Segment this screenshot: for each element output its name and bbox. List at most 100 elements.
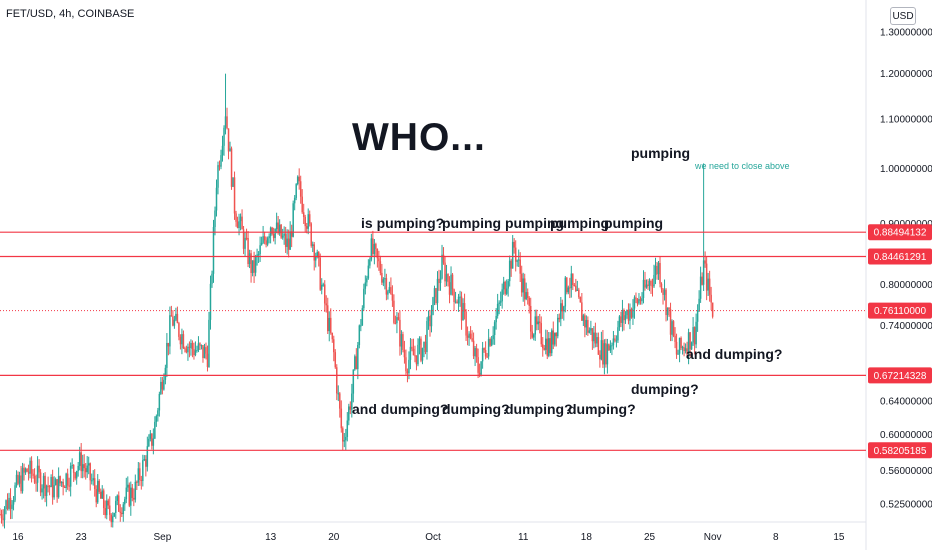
y-tick-label: 0.64000000 [880, 396, 932, 407]
x-tick-label: 11 [518, 532, 529, 543]
candle-body [209, 283, 212, 320]
candle-body [253, 260, 255, 273]
candle-body [336, 367, 338, 394]
candle-body [188, 346, 191, 348]
candle-body [385, 278, 388, 295]
candle-body [435, 288, 437, 304]
candle-body [576, 289, 579, 291]
candle-body [587, 319, 589, 333]
candle-body [66, 473, 69, 486]
annotation-text: pumping [631, 145, 691, 161]
candle-body [328, 317, 331, 332]
candle-body [340, 408, 343, 429]
candle-body [686, 348, 688, 355]
candle-body [499, 301, 502, 303]
candle-body [675, 341, 678, 355]
candle-body [384, 278, 386, 280]
candle-body [379, 261, 382, 273]
candle-body [552, 330, 555, 345]
candle-body [390, 287, 392, 294]
candle-body [286, 238, 288, 247]
candle-body [239, 216, 242, 222]
candle-body [301, 196, 303, 213]
candle-body [510, 260, 512, 269]
candle-body [579, 297, 582, 303]
candle-body [388, 287, 391, 292]
candle-body [436, 278, 439, 304]
candle-body [522, 278, 524, 293]
candle-body [674, 335, 676, 342]
candle-body [191, 343, 194, 350]
candle-body [223, 127, 225, 146]
candle-body [618, 316, 621, 328]
candle-body [656, 265, 658, 275]
candle-body [468, 333, 470, 338]
candle-body [95, 489, 97, 503]
candle-body [190, 343, 192, 348]
candle-body [348, 406, 350, 421]
candle-body [142, 460, 144, 481]
candle-body [537, 321, 539, 325]
candle-body [65, 473, 67, 488]
candle-body [102, 490, 105, 509]
candle-body [152, 438, 155, 446]
x-tick-label: Nov [704, 532, 722, 543]
candle-body [233, 177, 236, 214]
candle-body [534, 316, 536, 335]
candle-body [161, 381, 164, 390]
candle-body [445, 274, 448, 282]
x-tick-label: Oct [425, 532, 441, 543]
candle-body [609, 345, 612, 351]
candle-body [131, 487, 134, 498]
candle-body [24, 468, 27, 473]
candle-body [382, 279, 385, 283]
candle-body [71, 464, 73, 466]
candle-body [555, 332, 558, 337]
candle-body [624, 315, 627, 321]
x-tick-label: Sep [153, 532, 171, 543]
candle-body [307, 214, 309, 229]
candle-body [514, 247, 517, 262]
candle-body [487, 338, 490, 357]
candle-body [351, 393, 353, 410]
candle-body [18, 475, 21, 484]
candle-body [387, 291, 389, 295]
level-price-tag [868, 442, 932, 459]
candle-body [48, 486, 51, 488]
candle-body [226, 116, 228, 129]
candle-body [396, 317, 398, 324]
candle-body [248, 253, 251, 265]
candle-body [42, 475, 45, 489]
candle-body [254, 257, 257, 273]
candle-body [653, 274, 655, 287]
candle-body [504, 281, 506, 294]
candle-body [701, 276, 703, 285]
candle-body [638, 299, 640, 304]
candle-body [513, 241, 515, 248]
candle-body [418, 338, 421, 345]
candle-body [603, 343, 606, 365]
candle-body [92, 478, 94, 481]
candle-body [423, 341, 425, 348]
candle-body [707, 278, 709, 291]
candle-body [86, 465, 88, 473]
candle-body [134, 481, 137, 500]
candle-body [128, 484, 131, 506]
candle-body [125, 487, 128, 500]
x-tick-label: 20 [328, 532, 340, 543]
candle-body [373, 243, 376, 254]
y-tick-label: 0.80000000 [880, 280, 932, 291]
candle-body [472, 340, 475, 357]
candle-body [124, 499, 126, 505]
currency-button[interactable]: USD [890, 7, 916, 25]
candle-body [651, 284, 654, 287]
candle-body [68, 485, 70, 487]
candle-body [502, 281, 505, 290]
candle-body [155, 416, 158, 422]
candle-body [302, 212, 305, 217]
candle-body [272, 233, 275, 239]
candle-body [154, 421, 156, 439]
candle-body [212, 227, 215, 274]
candle-body [333, 339, 335, 353]
